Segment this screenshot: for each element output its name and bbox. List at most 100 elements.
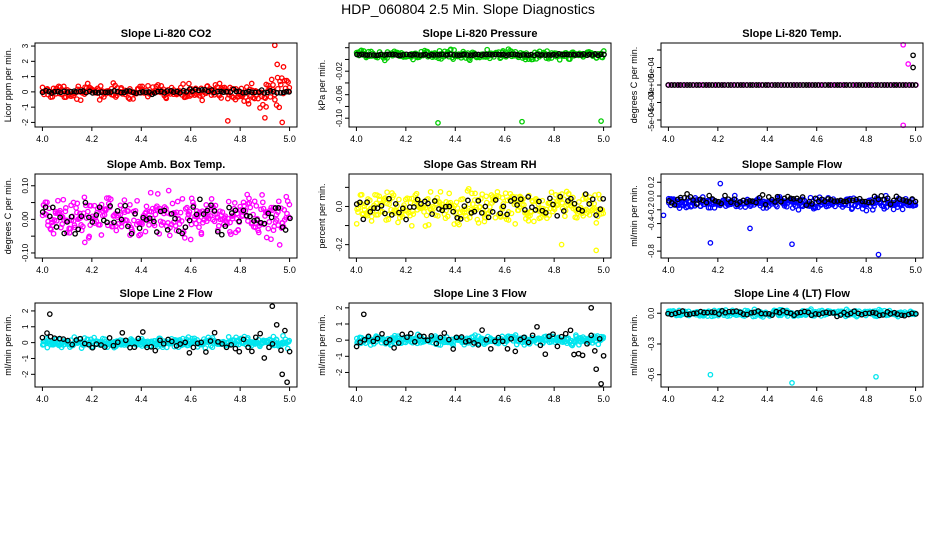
x-tick-label: 4.0 xyxy=(36,265,49,275)
x-tick-label: 4.6 xyxy=(810,394,823,404)
data-point-outlier xyxy=(435,120,441,126)
data-point xyxy=(95,89,102,96)
data-point xyxy=(139,83,146,90)
data-point xyxy=(204,207,211,214)
data-point xyxy=(270,333,277,340)
data-point xyxy=(245,344,251,351)
data-point xyxy=(715,82,722,88)
data-point xyxy=(849,197,856,204)
data-point xyxy=(665,310,671,317)
data-point xyxy=(143,209,149,215)
data-point xyxy=(177,341,184,347)
data-point xyxy=(280,89,287,96)
data-point xyxy=(68,213,75,220)
data-point xyxy=(89,90,96,96)
data-point xyxy=(740,311,747,317)
data-point xyxy=(75,83,82,90)
data-point xyxy=(180,87,187,94)
y-tick-label: 2 xyxy=(21,308,30,313)
data-point xyxy=(528,51,534,58)
data-point xyxy=(681,194,688,201)
data-point xyxy=(146,215,153,222)
data-point xyxy=(880,312,886,318)
data-point xyxy=(93,212,100,218)
x-tick-label: 4.0 xyxy=(350,134,363,144)
data-point xyxy=(830,309,836,316)
data-point xyxy=(521,334,527,341)
y-axis-label: percent per min. xyxy=(317,183,327,248)
data-point xyxy=(856,82,863,88)
data-point xyxy=(186,209,193,215)
data-point xyxy=(787,82,794,88)
data-point xyxy=(825,196,831,202)
data-point xyxy=(161,207,168,214)
series-slope xyxy=(353,185,607,254)
plot-frame xyxy=(34,42,298,128)
data-point xyxy=(450,208,457,215)
data-point xyxy=(851,308,858,315)
data-point xyxy=(483,51,490,58)
data-point xyxy=(78,213,85,220)
data-point xyxy=(498,51,504,58)
data-point xyxy=(818,82,825,88)
data-point xyxy=(55,197,61,204)
data-point xyxy=(909,82,916,88)
data-point xyxy=(536,198,542,205)
data-point xyxy=(64,337,71,344)
data-point xyxy=(84,208,91,215)
data-point xyxy=(546,212,553,219)
data-point xyxy=(887,82,894,88)
x-tick-label: 5.0 xyxy=(909,134,922,144)
data-point xyxy=(690,82,696,88)
data-point xyxy=(545,52,552,58)
data-point xyxy=(255,229,262,236)
data-point xyxy=(596,335,603,342)
x-tick-label: 4.8 xyxy=(234,134,247,144)
y-axis-label: degrees C per min. xyxy=(629,47,639,124)
data-point xyxy=(482,203,489,210)
data-point xyxy=(457,216,464,222)
data-point xyxy=(762,201,769,208)
data-point xyxy=(186,349,193,356)
data-point xyxy=(737,82,744,88)
data-point xyxy=(77,88,84,95)
x-tick-label: 4.8 xyxy=(860,394,873,404)
data-point xyxy=(774,82,781,88)
data-point xyxy=(899,82,906,88)
data-point xyxy=(209,344,216,351)
data-point xyxy=(542,351,549,358)
data-point xyxy=(179,195,186,202)
data-point xyxy=(266,85,273,92)
data-point xyxy=(809,201,815,207)
data-point xyxy=(48,90,55,96)
chart-title: Slope Li-820 CO2 xyxy=(121,28,211,40)
data-point xyxy=(265,210,272,217)
data-point xyxy=(831,198,837,204)
data-point xyxy=(218,231,225,238)
data-point xyxy=(458,334,465,340)
data-point xyxy=(44,199,50,206)
data-point-outlier xyxy=(910,52,916,59)
data-point xyxy=(429,211,435,217)
data-point xyxy=(397,52,404,59)
data-point xyxy=(282,327,288,334)
data-point xyxy=(869,199,875,205)
y-tick-label: 0 xyxy=(335,337,344,342)
data-point xyxy=(353,343,360,350)
data-point xyxy=(268,76,275,83)
y-tick-label: 0.00 xyxy=(21,211,30,227)
data-point xyxy=(83,215,90,221)
data-point xyxy=(514,51,521,58)
data-point xyxy=(108,89,114,95)
y-tick-label: -0.3 xyxy=(647,337,656,351)
x-tick-label: 4.2 xyxy=(712,134,725,144)
data-point xyxy=(472,332,478,338)
data-point xyxy=(453,199,460,206)
data-point xyxy=(227,219,233,226)
data-point xyxy=(794,82,800,88)
data-point xyxy=(278,347,284,354)
data-point xyxy=(558,333,565,340)
data-point xyxy=(43,87,49,94)
data-point xyxy=(49,204,56,211)
data-point xyxy=(240,207,247,214)
